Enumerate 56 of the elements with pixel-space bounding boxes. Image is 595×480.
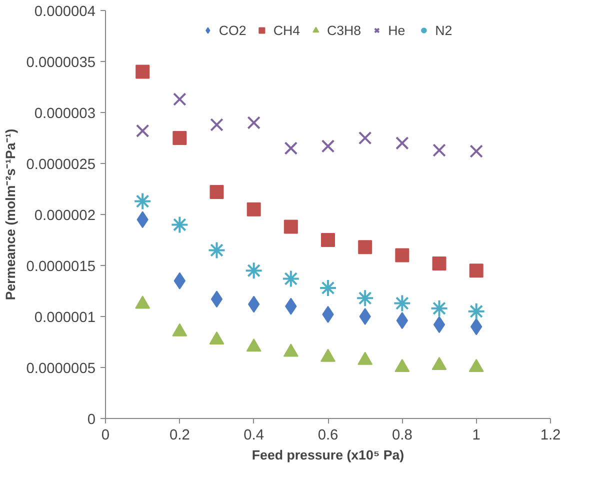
point bbox=[321, 233, 335, 247]
point bbox=[136, 64, 150, 79]
y-tick-label: 0.000001 bbox=[34, 310, 96, 326]
point bbox=[470, 144, 483, 158]
x-tick-label: 1.2 bbox=[540, 428, 561, 444]
point bbox=[321, 140, 335, 153]
point bbox=[210, 290, 223, 308]
y-tick-label: 0.000003 bbox=[34, 106, 96, 122]
point bbox=[319, 278, 337, 297]
point bbox=[284, 142, 298, 155]
point bbox=[395, 248, 410, 262]
y-tick-label: 0.000002 bbox=[34, 208, 96, 224]
y-tick-label: 0.0000025 bbox=[26, 157, 96, 173]
legend-label: He bbox=[388, 22, 406, 38]
point bbox=[433, 316, 446, 334]
x-tick-label: 1 bbox=[472, 428, 480, 444]
point bbox=[247, 116, 260, 130]
point bbox=[210, 118, 224, 132]
point bbox=[358, 240, 372, 254]
x-tick-label: 0 bbox=[101, 428, 110, 444]
point bbox=[246, 202, 261, 216]
point bbox=[358, 131, 372, 145]
point bbox=[393, 294, 412, 312]
point bbox=[244, 262, 263, 280]
x-tick-label: 0.8 bbox=[392, 428, 412, 444]
x-axis-title: Feed pressure (x10⁵ Pa) bbox=[252, 448, 404, 462]
y-tick-label: 0.0000035 bbox=[26, 55, 96, 71]
point bbox=[359, 308, 371, 325]
point bbox=[282, 270, 300, 288]
point bbox=[432, 256, 446, 270]
point bbox=[136, 124, 150, 138]
x-tick-label: 0.2 bbox=[169, 428, 190, 444]
point bbox=[210, 185, 224, 200]
point bbox=[467, 302, 486, 320]
point bbox=[284, 220, 298, 234]
legend-label: C3H8 bbox=[327, 22, 362, 38]
legend-label: CH4 bbox=[273, 22, 300, 38]
point bbox=[430, 299, 448, 318]
point bbox=[356, 289, 374, 308]
point bbox=[469, 264, 484, 278]
point bbox=[170, 216, 189, 234]
point bbox=[173, 92, 186, 106]
point bbox=[432, 144, 446, 157]
x-tick-label: 0.6 bbox=[318, 428, 338, 444]
point bbox=[134, 192, 152, 210]
y-tick-label: 0.000004 bbox=[34, 4, 96, 20]
x-tick-label: 0.4 bbox=[244, 428, 264, 444]
point bbox=[208, 241, 226, 260]
point bbox=[396, 136, 409, 150]
legend-label: CO2 bbox=[218, 22, 246, 38]
y-tick-label: 0.0000015 bbox=[26, 259, 96, 275]
point bbox=[172, 131, 187, 145]
y-tick-label: 0.0000005 bbox=[26, 361, 96, 377]
y-tick-label: 0 bbox=[87, 412, 96, 428]
y-axis-title: Permeance (molm⁻²s⁻¹Pa⁻¹) bbox=[3, 128, 18, 300]
legend-label: N2 bbox=[435, 22, 454, 38]
